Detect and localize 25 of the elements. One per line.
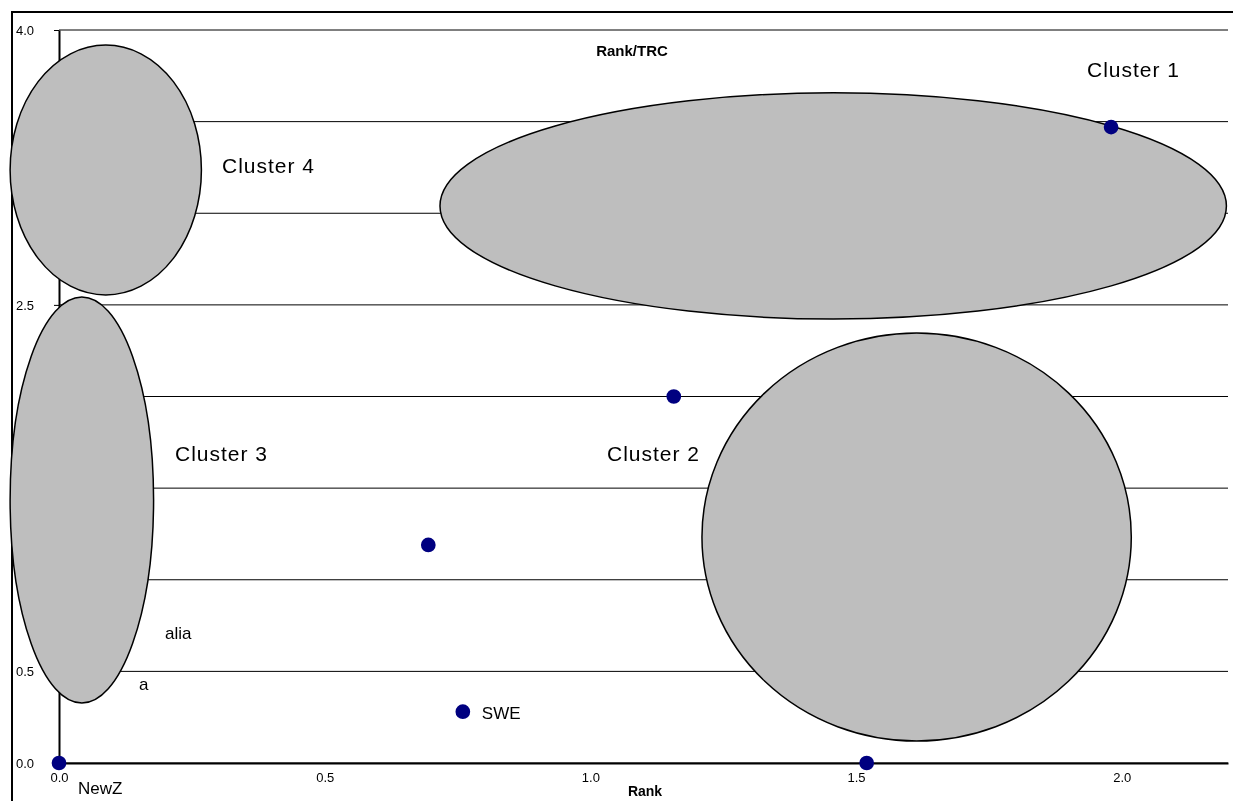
annotation: SWE	[481, 703, 521, 723]
annotation: Cluster 1	[1087, 58, 1181, 81]
x-tick-label: 2.0	[1113, 770, 1132, 785]
point	[51, 755, 67, 771]
annotation: Cluster 2	[607, 442, 701, 465]
x-tick-label: 0.5	[316, 770, 335, 785]
text: Rank/TRC	[596, 42, 668, 59]
x-tick-label: 0.0	[50, 770, 69, 785]
y-tick-label: 0.5	[16, 664, 35, 680]
y-tick-label: 2.5	[16, 297, 35, 313]
annotation: a	[139, 675, 149, 694]
y-tick-label: 0.0	[16, 755, 35, 771]
point	[420, 537, 436, 553]
annotation: Cluster 3	[175, 442, 269, 465]
x-axis-title: Rank	[627, 783, 663, 799]
point	[666, 389, 682, 404]
y-tick-label: 4.0	[16, 22, 35, 38]
annotation: NewZ	[78, 779, 123, 798]
point	[455, 704, 471, 720]
annotation: alia	[165, 624, 193, 643]
point	[1103, 119, 1119, 135]
x-tick-label: 1.0	[581, 770, 600, 785]
point	[859, 755, 875, 771]
annotation: Cluster 4	[222, 154, 316, 177]
x-tick-label: 1.5	[847, 770, 866, 785]
